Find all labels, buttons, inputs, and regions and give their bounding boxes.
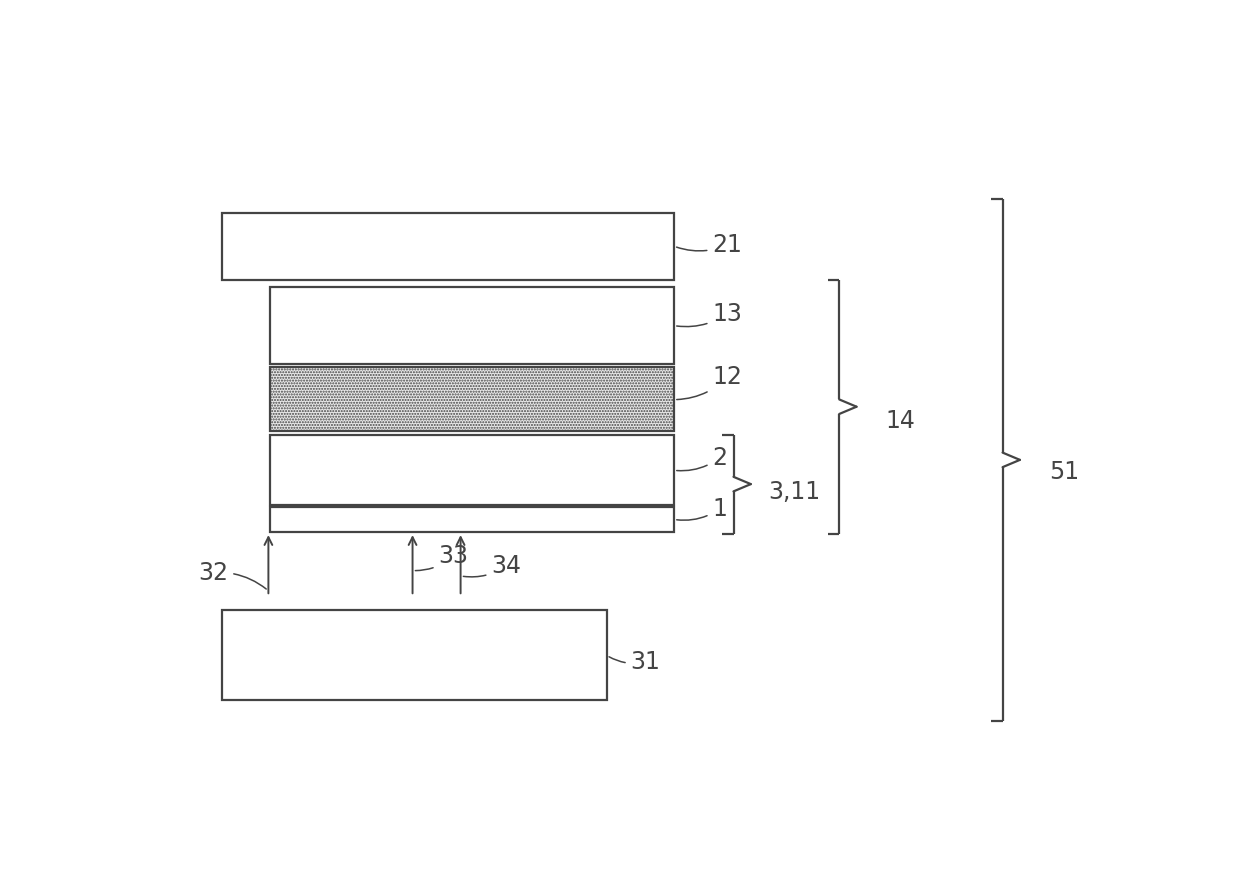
Text: 3,11: 3,11 [768,480,820,503]
Bar [270,367,675,431]
Text: 51: 51 [1049,460,1079,483]
Bar [270,507,675,532]
Text: 34: 34 [464,554,521,578]
Text: 32: 32 [198,560,267,589]
Text: 2: 2 [677,446,728,471]
Bar [222,610,606,700]
Bar [270,287,675,364]
Bar [222,212,675,280]
Text: 21: 21 [677,232,743,257]
Text: 12: 12 [677,365,743,399]
Text: 13: 13 [677,302,743,327]
Bar [270,434,675,505]
Text: 33: 33 [415,544,469,571]
Text: 31: 31 [609,650,661,674]
Text: 14: 14 [885,409,915,434]
Text: 1: 1 [677,496,727,521]
